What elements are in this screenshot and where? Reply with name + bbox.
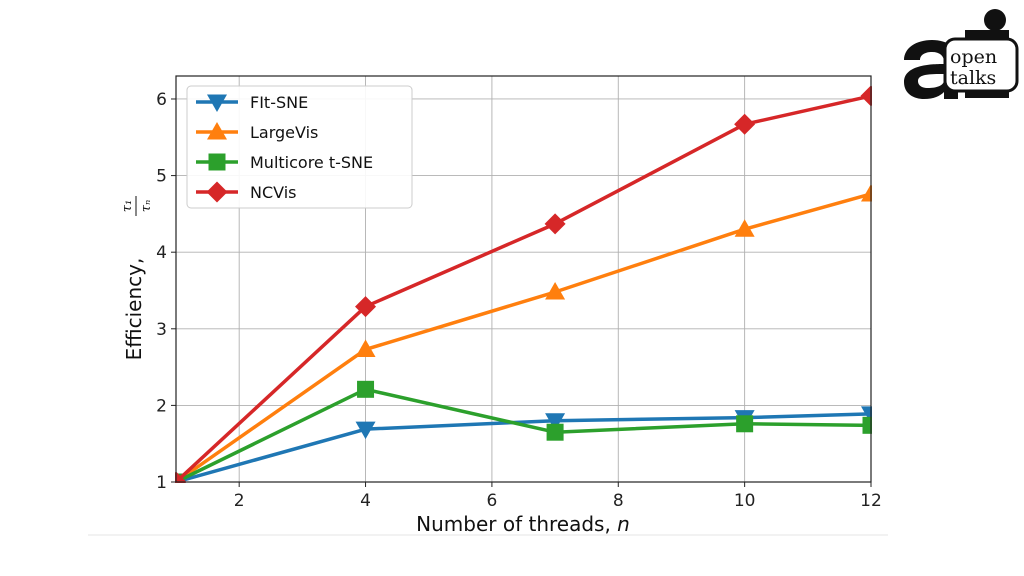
legend-label: Multicore t-SNE xyxy=(250,153,373,172)
x-tick-label: 10 xyxy=(734,491,756,511)
y-tick-label: 4 xyxy=(156,243,167,263)
data-point xyxy=(355,296,377,318)
series-ncvis xyxy=(175,85,872,483)
data-point xyxy=(862,416,872,434)
y-tick-label: 3 xyxy=(156,320,167,340)
y-tick-label: 2 xyxy=(156,396,167,416)
y-axis-label: Efficiency, τ₁ τₙ xyxy=(120,196,154,360)
data-point xyxy=(355,339,376,357)
y-axis-label-main: Efficiency, xyxy=(122,258,146,361)
x-tick-label: 12 xyxy=(860,491,882,511)
legend-box xyxy=(186,85,413,209)
data-point xyxy=(734,113,756,135)
legend: FIt-SNE LargeVis Multicore t-SNE NCVis xyxy=(186,85,413,209)
y-tick-label: 1 xyxy=(156,473,167,493)
legend-item: FIt-SNE xyxy=(196,93,308,112)
legend-item: Multicore t-SNE xyxy=(196,153,373,172)
data-point xyxy=(175,471,187,483)
ai-logo-icon: open talks xyxy=(904,9,1019,99)
y-axis-label-denominator: τₙ xyxy=(139,200,154,212)
legend-marker xyxy=(206,181,228,203)
legend-label: FIt-SNE xyxy=(250,93,308,112)
logo-text-open: open xyxy=(950,46,997,68)
data-point xyxy=(545,282,566,300)
legend-marker xyxy=(207,122,227,140)
legend-marker xyxy=(208,153,226,171)
x-tick-label: 6 xyxy=(486,491,497,511)
x-axis-label: Number of threads, n xyxy=(416,512,630,536)
data-point xyxy=(544,213,566,235)
x-tick-label: 4 xyxy=(360,491,371,511)
series-layer xyxy=(175,85,872,483)
data-point xyxy=(357,380,375,398)
y-axis-label-numerator: τ₁ xyxy=(120,200,135,212)
legend-marker xyxy=(207,94,227,112)
data-point xyxy=(546,423,564,441)
legend-label: NCVis xyxy=(250,183,297,202)
legend-item: LargeVis xyxy=(196,122,318,142)
data-point xyxy=(736,415,754,433)
y-tick-label: 6 xyxy=(156,90,167,110)
data-point xyxy=(545,413,566,431)
legend-item: NCVis xyxy=(196,181,297,203)
y-tick-labels: 1 2 3 4 5 6 xyxy=(156,90,176,493)
x-tick-labels: 2 4 6 8 10 12 xyxy=(234,482,882,511)
data-point xyxy=(734,219,755,237)
data-point xyxy=(861,183,872,202)
data-point xyxy=(860,85,872,107)
x-tick-label: 2 xyxy=(234,491,245,511)
data-point xyxy=(355,421,376,440)
logo-text-talks: talks xyxy=(950,67,996,89)
plot-border xyxy=(175,75,872,483)
y-tick-label: 5 xyxy=(156,167,167,187)
x-tick-label: 8 xyxy=(613,491,624,511)
legend-label: LargeVis xyxy=(250,123,318,142)
